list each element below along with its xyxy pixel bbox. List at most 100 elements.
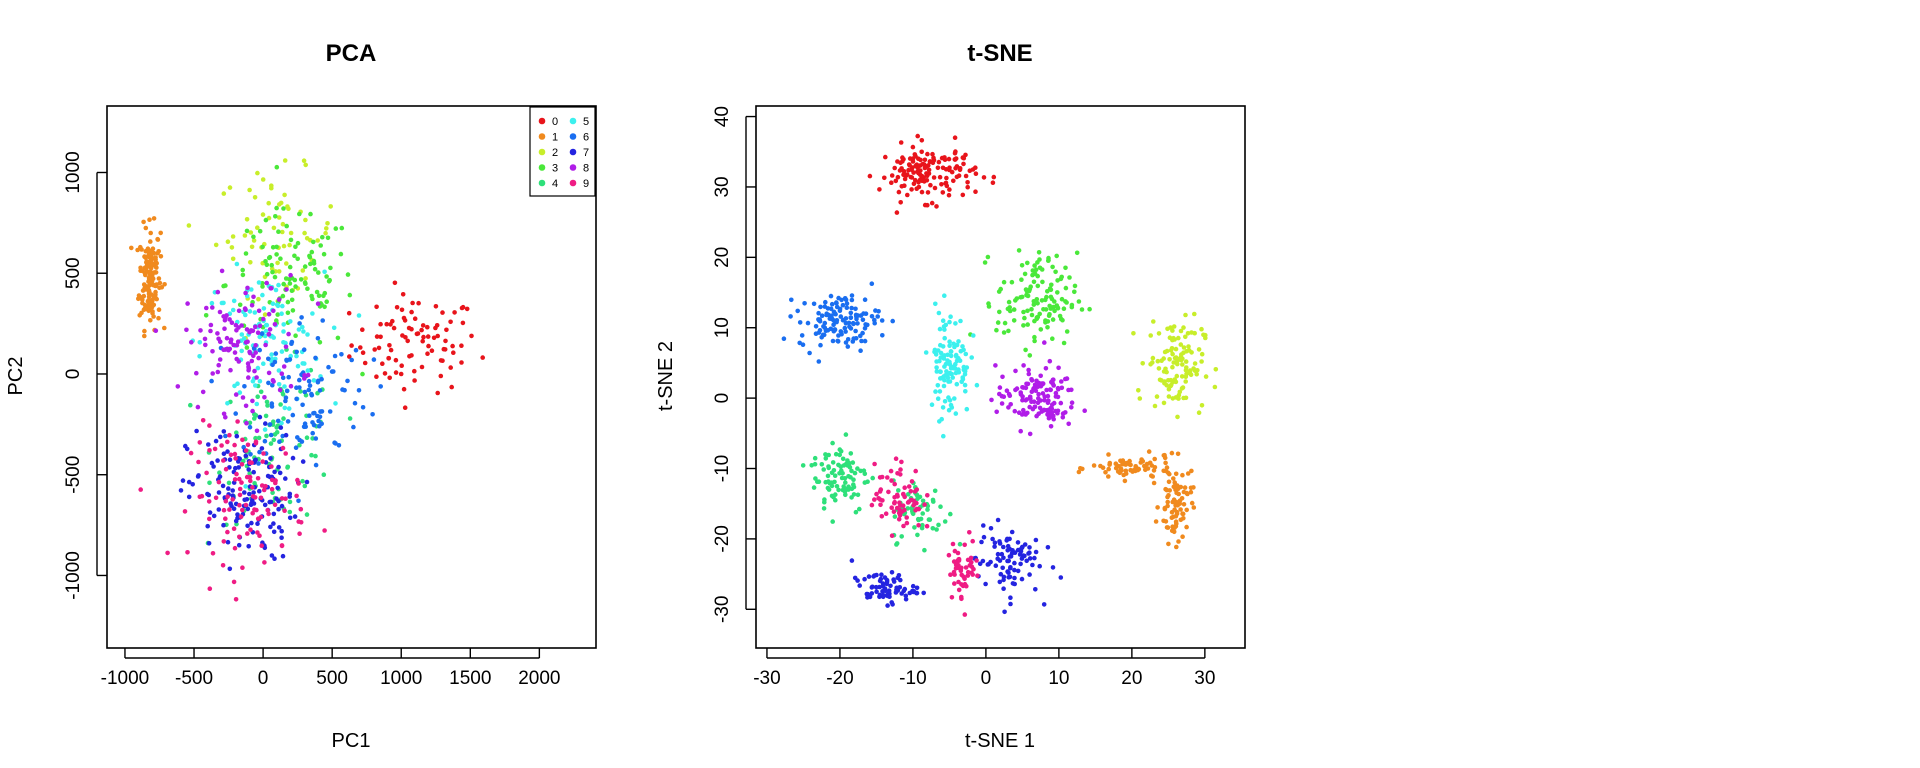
- point-digit-3: [1022, 271, 1028, 277]
- legend-label: 9: [583, 178, 589, 190]
- point-digit-4: [234, 430, 239, 436]
- point-digit-7: [1033, 549, 1039, 555]
- point-digit-8: [315, 301, 321, 307]
- point-digit-7: [882, 588, 888, 594]
- point-digit-1: [1180, 472, 1185, 478]
- point-digit-7: [1012, 550, 1018, 555]
- point-digit-8: [250, 408, 255, 414]
- point-digit-9: [165, 550, 170, 556]
- point-digit-6: [371, 357, 377, 362]
- point-digit-3: [311, 239, 316, 245]
- point-digit-7: [230, 488, 235, 493]
- point-digit-9: [952, 581, 957, 586]
- point-digit-2: [303, 276, 308, 281]
- point-digit-6: [830, 338, 836, 344]
- point-digit-7: [229, 503, 234, 509]
- point-digit-4: [870, 475, 875, 481]
- point-digit-9: [233, 456, 238, 461]
- point-digit-7: [271, 529, 277, 535]
- point-digit-7: [903, 596, 909, 602]
- point-digit-3: [1061, 306, 1067, 312]
- point-digit-9: [896, 517, 902, 522]
- point-digit-6: [862, 338, 868, 344]
- point-digit-9: [245, 442, 251, 448]
- point-digit-3: [274, 244, 279, 250]
- point-digit-3: [997, 309, 1002, 315]
- point-digit-3: [260, 244, 265, 250]
- point-digit-2: [1148, 333, 1153, 338]
- point-digit-8: [253, 324, 258, 330]
- point-digit-3: [1031, 279, 1037, 285]
- point-digit-6: [875, 314, 880, 319]
- point-digit-8: [1051, 383, 1056, 388]
- point-digit-0: [374, 374, 379, 380]
- point-digit-7: [1033, 537, 1039, 543]
- point-digit-6: [818, 304, 823, 310]
- point-digit-1: [156, 315, 161, 321]
- point-digit-5: [279, 420, 284, 426]
- point-digit-0: [388, 347, 394, 353]
- point-digit-7: [995, 551, 1001, 557]
- point-digit-5: [946, 395, 951, 400]
- point-digit-1: [156, 249, 161, 254]
- point-digit-2: [1173, 395, 1179, 400]
- point-digit-0: [376, 345, 382, 351]
- point-digit-9: [283, 451, 289, 456]
- point-digit-9: [952, 548, 958, 554]
- point-digit-8: [283, 344, 289, 350]
- point-digit-3: [1019, 277, 1024, 283]
- point-digit-1: [148, 230, 153, 236]
- point-digit-7: [250, 498, 255, 503]
- point-digit-8: [240, 395, 246, 400]
- point-digit-0: [942, 157, 948, 162]
- point-digit-7: [257, 414, 263, 420]
- point-digit-9: [185, 550, 190, 555]
- point-digit-7: [1001, 555, 1006, 561]
- point-digit-6: [805, 320, 811, 326]
- point-digit-9: [975, 573, 980, 578]
- point-digit-9: [232, 451, 238, 457]
- point-digit-0: [450, 343, 455, 349]
- point-digit-0: [469, 333, 474, 339]
- point-digit-9: [877, 489, 883, 494]
- point-digit-2: [1164, 383, 1169, 388]
- point-digit-4: [910, 511, 916, 517]
- point-digit-0: [414, 331, 420, 337]
- point-digit-1: [142, 333, 147, 339]
- point-digit-7: [259, 446, 265, 451]
- point-digit-5: [956, 370, 962, 375]
- point-digit-9: [197, 440, 203, 445]
- point-digit-6: [807, 350, 812, 356]
- point-digit-6: [247, 424, 253, 430]
- y-tick-label: -10: [712, 455, 733, 482]
- point-digit-4: [851, 482, 856, 487]
- point-digit-0: [410, 300, 415, 306]
- point-digit-9: [266, 511, 271, 517]
- point-digit-7: [1008, 601, 1013, 607]
- point-digit-9: [223, 498, 229, 504]
- point-digit-4: [822, 499, 827, 505]
- point-digit-2: [1168, 383, 1173, 389]
- point-digit-4: [851, 477, 856, 483]
- point-digit-1: [157, 285, 162, 291]
- point-digit-3: [1039, 298, 1045, 303]
- point-digit-0: [949, 169, 955, 175]
- point-digit-7: [1030, 562, 1035, 568]
- point-digit-2: [285, 204, 290, 209]
- point-digit-4: [839, 475, 845, 481]
- point-digit-1: [1113, 461, 1119, 467]
- point-digit-5: [269, 356, 275, 362]
- point-digit-2: [1173, 346, 1179, 352]
- point-digit-2: [1183, 312, 1188, 318]
- point-digit-3: [1022, 315, 1027, 321]
- point-digit-9: [207, 586, 213, 591]
- point-digit-7: [992, 540, 998, 546]
- point-digit-6: [837, 308, 843, 314]
- point-digit-6: [309, 391, 314, 397]
- point-digit-0: [378, 321, 383, 327]
- point-digit-7: [1041, 602, 1047, 607]
- point-digit-2: [186, 223, 192, 228]
- point-digit-7: [903, 593, 909, 599]
- point-digit-0: [464, 306, 470, 312]
- point-digit-5: [282, 384, 287, 389]
